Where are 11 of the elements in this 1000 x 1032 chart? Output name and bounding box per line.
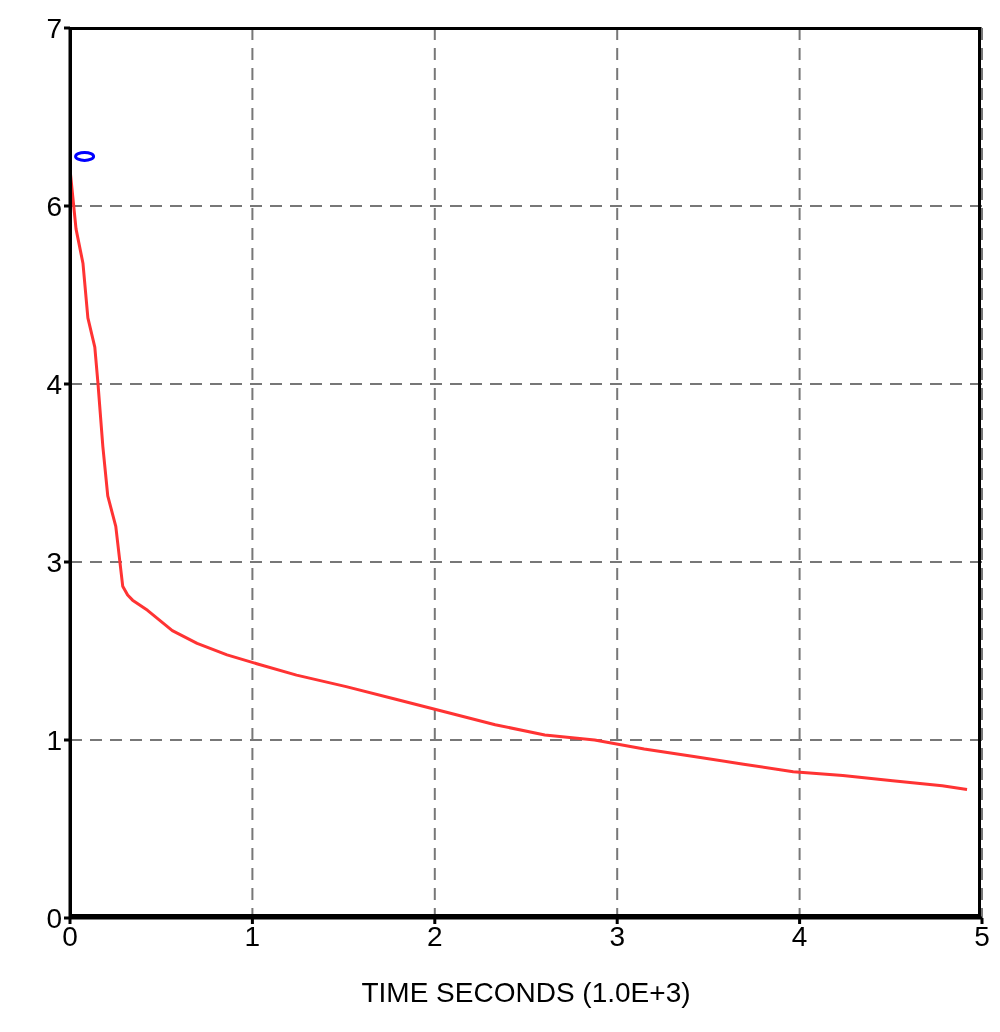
y-tick-label: 3 xyxy=(46,546,62,578)
x-tick-label: 4 xyxy=(791,920,808,952)
x-tick-label: 2 xyxy=(427,920,443,952)
y-tick-label: 7 xyxy=(46,12,62,44)
y-tick-label: 4 xyxy=(46,368,62,400)
x-tick-label: 3 xyxy=(609,920,625,952)
y-tick-label: 6 xyxy=(46,190,62,222)
x-tick-label: 5 xyxy=(974,920,990,952)
x-tick-label: 1 xyxy=(244,920,261,952)
x-axis-title: TIME SECONDS (1.0E+3) xyxy=(361,977,691,1008)
y-tick-label: 1 xyxy=(46,724,62,756)
